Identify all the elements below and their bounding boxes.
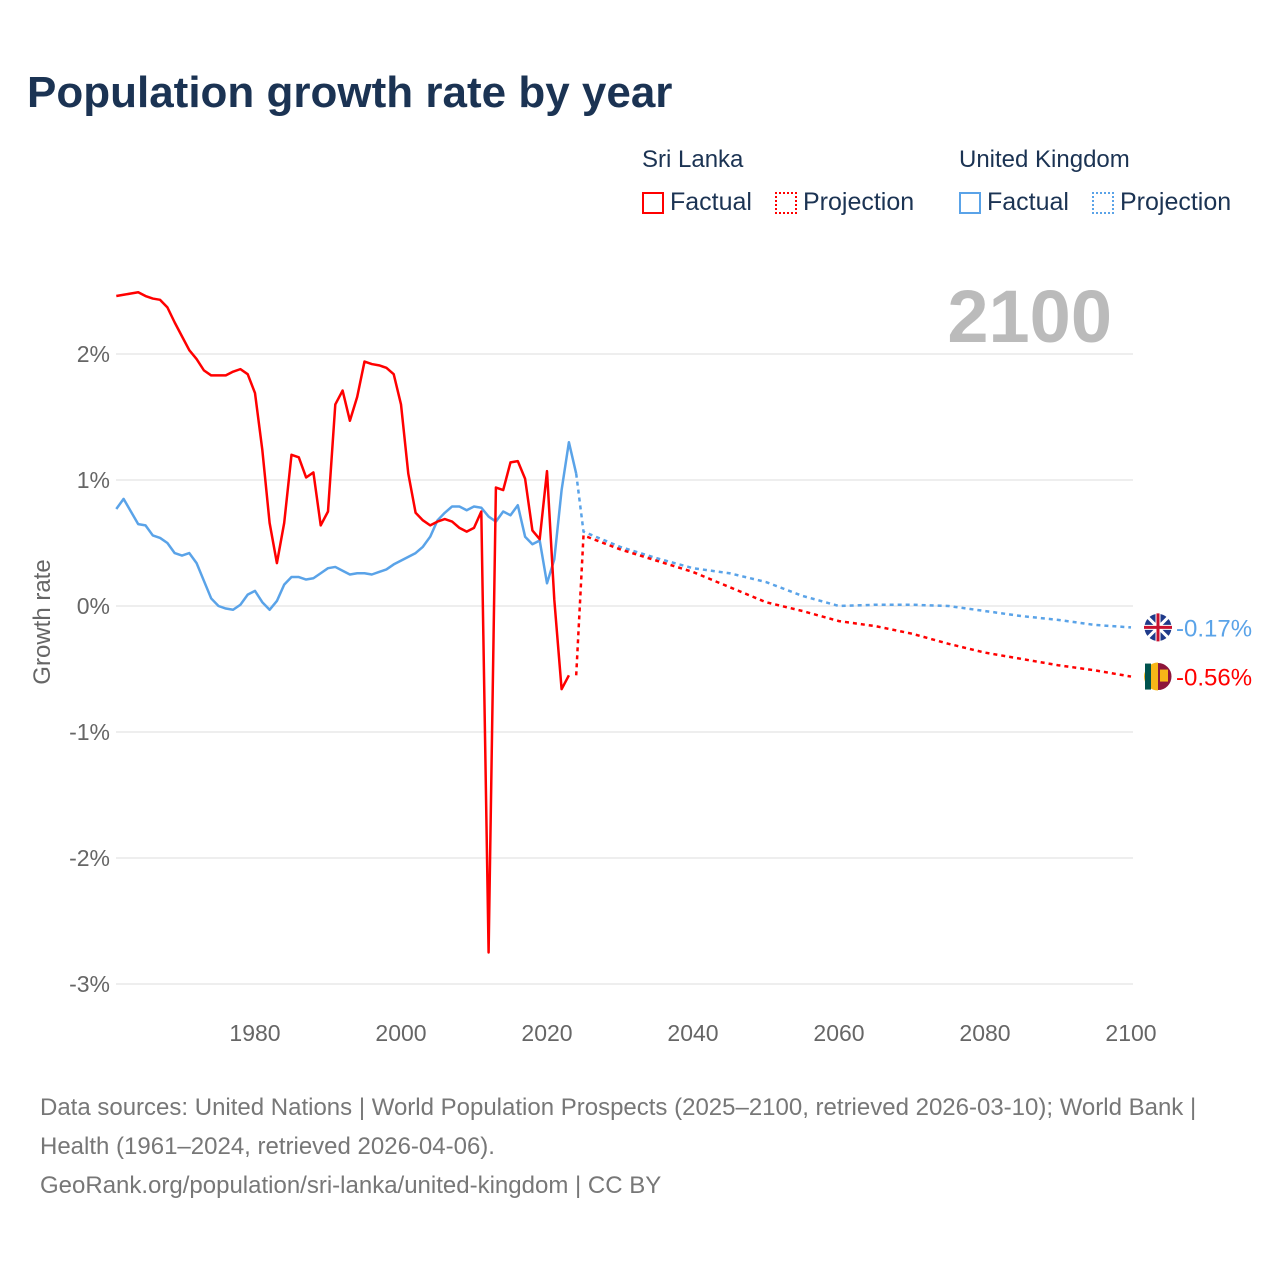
- legend-uk-factual[interactable]: Factual: [959, 188, 1069, 217]
- flag-cross: [1144, 613, 1172, 642]
- legend-label: Factual: [987, 188, 1069, 216]
- x-tick-label: 2100: [1105, 1020, 1156, 1046]
- series-end-label: -0.56%: [1176, 665, 1252, 692]
- flag-stripe: [1145, 663, 1151, 690]
- source-line-1: Data sources: United Nations | World Pop…: [40, 1094, 1197, 1160]
- series-factual-line: [115, 440, 578, 612]
- legend-label: Factual: [670, 188, 752, 216]
- x-tick-label: 2000: [375, 1020, 426, 1046]
- legend-swatch-dotted: [1092, 191, 1114, 214]
- y-tick-label: 0%: [77, 593, 110, 619]
- legend-sri-lanka-projection[interactable]: Projection: [775, 188, 914, 217]
- series-projection-line: [574, 473, 1132, 629]
- series-factual-line: [116, 291, 571, 954]
- y-tick-label: 2%: [77, 341, 110, 367]
- y-tick-label: -1%: [69, 719, 110, 745]
- legend-uk-projection[interactable]: Projection: [1092, 188, 1231, 217]
- year-watermark: 2100: [947, 275, 1112, 358]
- flag-lion: [1160, 669, 1168, 682]
- legend-swatch-solid: [959, 191, 981, 214]
- y-axis-label: Growth rate: [29, 559, 56, 684]
- y-tick-label: -3%: [69, 971, 110, 997]
- legend-label: Projection: [1120, 188, 1232, 216]
- x-tick-label: 2020: [521, 1020, 572, 1046]
- x-tick-label: 2080: [959, 1020, 1010, 1046]
- page-title: Population growth rate by year: [27, 68, 673, 117]
- source-line-2[interactable]: GeoRank.org/population/sri-lanka/united-…: [40, 1172, 662, 1199]
- plot-area: 2% 1% 0% -1% -2% -3% 1980 2000 2020 2040 2060 2080 2…: [29, 275, 1252, 1046]
- legend-group-united-kingdom: United Kingdom: [959, 146, 1130, 173]
- legend-swatch-dotted: [775, 191, 797, 214]
- legend-group-sri-lanka: Sri Lanka: [642, 146, 744, 173]
- series-end-label: -0.17%: [1176, 615, 1252, 642]
- series-projection-line: [574, 533, 1132, 678]
- x-tick-label: 2040: [667, 1020, 718, 1046]
- x-tick-label: 2060: [813, 1020, 864, 1046]
- legend-label: Projection: [803, 188, 915, 216]
- y-tick-label: 1%: [77, 467, 110, 493]
- x-tick-label: 1980: [229, 1020, 280, 1046]
- legend-swatch-solid: [642, 191, 664, 214]
- sources: Data sources: United Nations | World Pop…: [40, 1088, 1240, 1205]
- y-tick-label: -2%: [69, 845, 110, 871]
- legend-sri-lanka-factual[interactable]: Factual: [642, 188, 752, 217]
